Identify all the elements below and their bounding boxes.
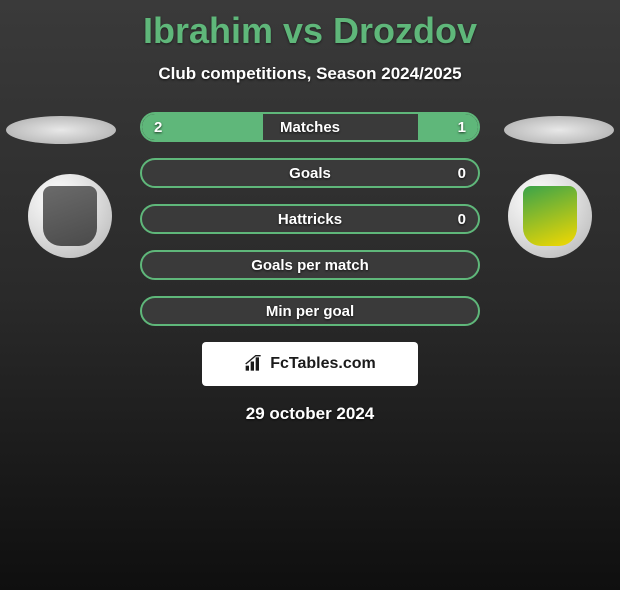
stat-row: Goals per match (140, 250, 480, 280)
club-badge-left (28, 174, 112, 258)
date-text: 29 october 2024 (0, 404, 620, 424)
stat-value-right: 1 (458, 119, 466, 136)
page-subtitle: Club competitions, Season 2024/2025 (0, 64, 620, 84)
comparison-panel: 2Matches1Goals0Hattricks0Goals per match… (0, 112, 620, 432)
stat-row: 2Matches1 (140, 112, 480, 142)
stat-label: Goals (142, 165, 478, 182)
stat-bars: 2Matches1Goals0Hattricks0Goals per match… (140, 112, 480, 326)
stat-label: Hattricks (142, 211, 478, 228)
brand-text: FcTables.com (270, 355, 376, 373)
stat-label: Matches (142, 119, 478, 136)
stat-value-right: 0 (458, 211, 466, 228)
stat-label: Goals per match (142, 257, 478, 274)
player-spotlight-right (504, 116, 614, 144)
club-crest-right (523, 186, 577, 246)
stat-row: Hattricks0 (140, 204, 480, 234)
brand-badge: FcTables.com (202, 342, 418, 386)
page-title: Ibrahim vs Drozdov (0, 10, 620, 52)
stat-row: Goals0 (140, 158, 480, 188)
bar-chart-icon (244, 355, 264, 373)
club-crest-left (43, 186, 97, 246)
stat-value-right: 0 (458, 165, 466, 182)
club-badge-right (508, 174, 592, 258)
stat-label: Min per goal (142, 303, 478, 320)
stat-row: Min per goal (140, 296, 480, 326)
player-spotlight-left (6, 116, 116, 144)
